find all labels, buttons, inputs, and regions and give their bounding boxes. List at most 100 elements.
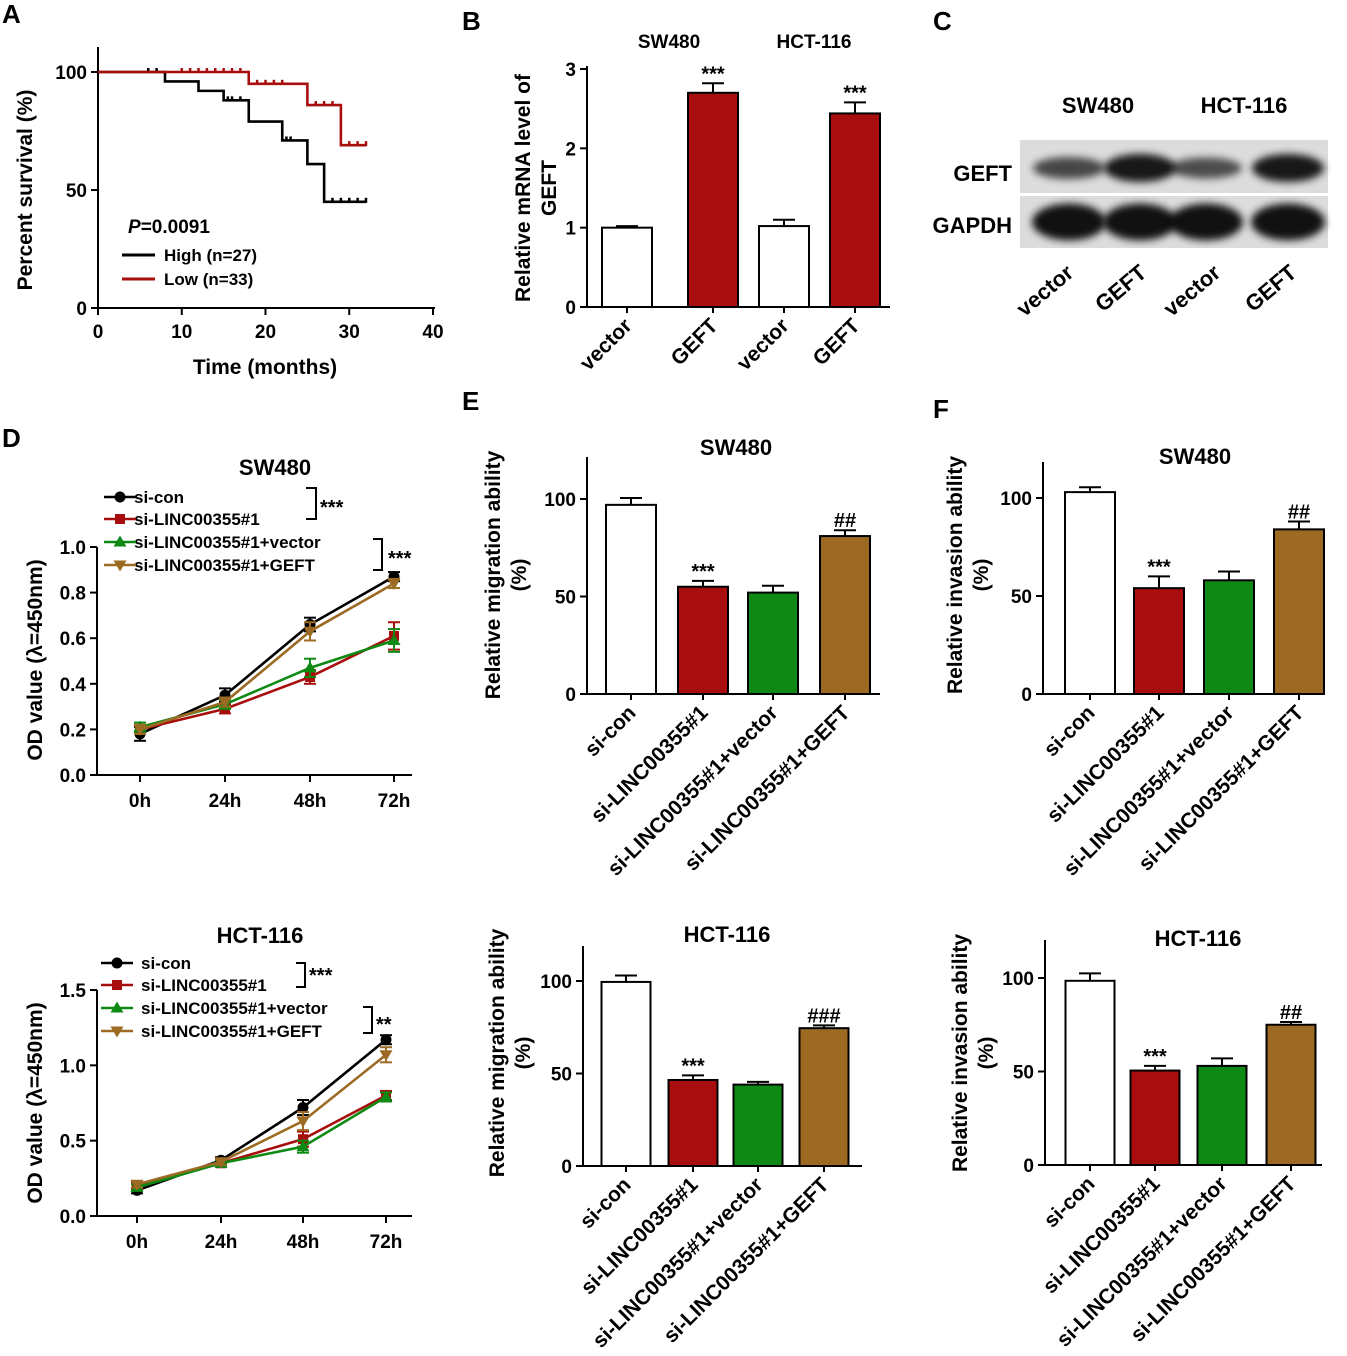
legend-si-con: si-con bbox=[141, 954, 191, 973]
x-tick-label: si-con bbox=[581, 701, 641, 761]
x-tick-label: 72h bbox=[378, 791, 411, 812]
bar bbox=[601, 226, 653, 309]
survival-axes: 0 10 20 30 40 0 50 100 bbox=[55, 47, 444, 343]
y-tick-label: 0.2 bbox=[60, 720, 86, 741]
chart-title: SW480 bbox=[1159, 444, 1231, 469]
data-point bbox=[297, 1102, 309, 1114]
bar bbox=[1133, 587, 1185, 695]
x-tick-label: si-LINC00355#1 bbox=[1042, 701, 1168, 827]
geft-band bbox=[1104, 153, 1176, 183]
y-tick-label: 100 bbox=[1002, 969, 1034, 990]
x-tick-label: GEFT bbox=[667, 314, 723, 370]
bar bbox=[600, 980, 652, 1167]
y-axis-label-line2: (%) bbox=[975, 1037, 998, 1070]
legend-si-linc-geft: si-LINC00355#1+GEFT bbox=[141, 1022, 323, 1041]
chart-title: HCT-116 bbox=[684, 922, 771, 947]
invasion-bar-chart-hct116: HCT-116 Relative invasion ability (%) 0 5… bbox=[949, 926, 1322, 1352]
x-axis-label: Time (months) bbox=[193, 356, 337, 379]
y-tick-label: 50 bbox=[551, 1065, 572, 1086]
bar bbox=[1273, 528, 1325, 695]
significance-bracket bbox=[296, 962, 306, 988]
x-tick-label: 0h bbox=[126, 1232, 148, 1253]
data-point bbox=[379, 1050, 393, 1062]
blot-row-label-geft: GEFT bbox=[953, 161, 1012, 186]
y-tick-label: 0.6 bbox=[60, 629, 86, 650]
x-tick-label: 72h bbox=[370, 1232, 403, 1253]
y-tick-label: 0 bbox=[76, 299, 87, 320]
blot-lane-3: vector bbox=[1159, 259, 1226, 321]
x-tick-label: 30 bbox=[339, 322, 360, 343]
y-axis-label-line1: Relative mRNA level of bbox=[512, 73, 535, 302]
significance-label: ## bbox=[834, 510, 856, 532]
invasion-bar-chart-sw480: SW480 Relative invasion ability (%) 0 50 1… bbox=[944, 444, 1325, 881]
y-axis-label-line1: Relative migration ability bbox=[486, 928, 509, 1177]
legend-si-linc-vector: si-LINC00355#1+vector bbox=[141, 999, 328, 1018]
y-tick-label: 1 bbox=[565, 219, 576, 240]
significance-label: *** bbox=[1147, 556, 1171, 578]
chart-title: SW480 bbox=[239, 455, 311, 480]
panel-label-e: E bbox=[462, 386, 479, 416]
data-point bbox=[387, 578, 401, 590]
bar bbox=[1064, 491, 1116, 695]
blot-lane-2: GEFT bbox=[1090, 259, 1151, 316]
x-tick-label: 0h bbox=[129, 791, 151, 812]
data-point bbox=[112, 980, 122, 990]
bar bbox=[798, 1027, 850, 1168]
gapdh-band bbox=[1251, 203, 1325, 241]
od-line-chart-sw480: SW480 OD value (λ=450nm) si-con si-LINC0… bbox=[24, 455, 412, 812]
y-tick-label: 2 bbox=[565, 139, 576, 160]
blot-cell-line-hct116: HCT-116 bbox=[1201, 93, 1288, 118]
y-tick-label: 0.0 bbox=[60, 766, 86, 787]
blot-cell-line-sw480: SW480 bbox=[1062, 93, 1134, 118]
y-tick-label: 0.4 bbox=[60, 675, 87, 696]
series-line bbox=[139, 634, 395, 731]
migration-bar-chart-hct116: HCT-116 Relative migration ability (%) 0… bbox=[486, 922, 862, 1353]
y-tick-label: 50 bbox=[1013, 1063, 1034, 1084]
y-axis-label-line2: (%) bbox=[970, 559, 993, 592]
x-tick-label: si-con bbox=[1040, 701, 1100, 761]
x-tick-label: si-con bbox=[1040, 1172, 1100, 1232]
p-value-annotation: P=0.0091 bbox=[128, 217, 210, 238]
x-tick-label: 24h bbox=[209, 791, 242, 812]
x-tick-label: 0 bbox=[93, 322, 104, 343]
bar bbox=[1196, 1064, 1248, 1167]
blot-lane-4: GEFT bbox=[1240, 259, 1301, 316]
migration-bar-chart-sw480: SW480 Relative migration ability (%) 0 50… bbox=[482, 435, 880, 881]
legend-si-con: si-con bbox=[134, 488, 184, 507]
bar bbox=[747, 591, 799, 695]
significance-label: ** bbox=[376, 1014, 392, 1036]
y-tick-label: 0.5 bbox=[60, 1132, 87, 1153]
bar bbox=[819, 535, 871, 695]
bar bbox=[667, 1078, 719, 1167]
western-blot: SW480 HCT-116 GEFT GAPDH vector GEFT vec… bbox=[933, 93, 1328, 321]
bar bbox=[1129, 1069, 1181, 1166]
data-point bbox=[111, 957, 123, 969]
x-tick-label: vector bbox=[733, 314, 794, 375]
x-tick-label: si-LINC00355#1 bbox=[1038, 1172, 1164, 1298]
data-point bbox=[113, 535, 127, 547]
data-point bbox=[110, 1026, 124, 1038]
significance-label: ## bbox=[1288, 502, 1310, 524]
significance-label: ### bbox=[807, 1005, 840, 1027]
blot-lane-1: vector bbox=[1012, 259, 1079, 321]
data-point bbox=[380, 1034, 392, 1046]
chart-title: HCT-116 bbox=[217, 923, 304, 948]
y-axis-label-line2: (%) bbox=[508, 559, 531, 592]
y-tick-label: 3 bbox=[565, 60, 576, 81]
legend-si-linc-vector: si-LINC00355#1+vector bbox=[134, 533, 321, 552]
data-point bbox=[133, 724, 147, 736]
survival-chart: 0 10 20 30 40 0 50 100 P=0.0091 High (n=27) Low… bbox=[14, 47, 444, 379]
significance-bracket bbox=[306, 487, 317, 520]
significance-label: *** bbox=[843, 82, 867, 104]
legend-si-linc-geft: si-LINC00355#1+GEFT bbox=[134, 556, 316, 575]
significance-bracket bbox=[363, 1006, 373, 1034]
mrna-bar-chart: SW480 HCT-116 Relative mRNA level of GEF… bbox=[512, 32, 890, 375]
y-tick-label: 50 bbox=[555, 588, 576, 609]
data-point bbox=[379, 1090, 393, 1102]
x-tick-label: si-con bbox=[576, 1173, 636, 1233]
y-axis-label: OD value (λ=450nm) bbox=[24, 559, 47, 760]
y-axis-label-line2: (%) bbox=[512, 1037, 535, 1070]
bar bbox=[1265, 1023, 1317, 1166]
y-tick-label: 100 bbox=[540, 972, 572, 993]
survival-curve bbox=[98, 70, 366, 204]
